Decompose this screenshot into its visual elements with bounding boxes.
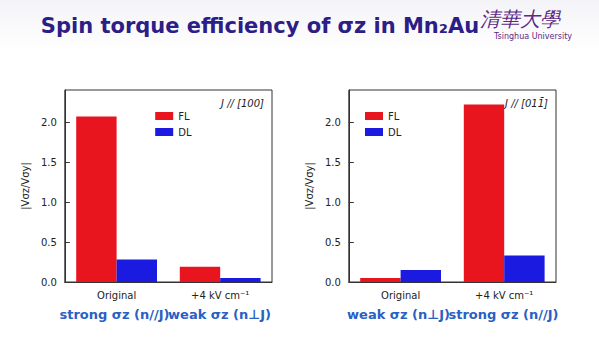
- svg-text:1.0: 1.0: [41, 197, 57, 208]
- svg-text:FL: FL: [178, 111, 190, 122]
- svg-text:2.0: 2.0: [41, 117, 57, 128]
- svg-text:FL: FL: [388, 111, 400, 122]
- svg-text:|Vσz/Vσy|: |Vσz/Vσy|: [304, 162, 316, 210]
- svg-text:0.5: 0.5: [41, 237, 57, 248]
- svg-text:1.0: 1.0: [325, 197, 341, 208]
- svg-text:0.0: 0.0: [325, 277, 341, 288]
- svg-text:+4 kV cm⁻¹: +4 kV cm⁻¹: [475, 290, 533, 301]
- svg-text:Original: Original: [97, 290, 136, 301]
- html-text:weak σz (n⊥J) strong σz (n//J): weak σz (n⊥J) strong σz (n//J): [347, 307, 559, 322]
- svg-text:1.5: 1.5: [41, 157, 57, 168]
- svg-text:Original: Original: [381, 290, 420, 301]
- svg-text:DL: DL: [178, 127, 192, 138]
- svg-text:J // [011̄]: J // [011̄]: [503, 97, 548, 109]
- svg-text:2.0: 2.0: [325, 117, 341, 128]
- html-text:strong σz (n//J) weak σz (n⊥J): strong σz (n//J) weak σz (n⊥J): [59, 307, 271, 322]
- svg-text:+4 kV cm⁻¹: +4 kV cm⁻¹: [191, 290, 249, 301]
- svg-text:J // [100]: J // [100]: [219, 98, 264, 109]
- svg-text:1.5: 1.5: [325, 157, 341, 168]
- html-text:Spin torque efficiency of σz i: Spin torque efficiency of σz in Mn₂Au清華大…: [40, 7, 560, 38]
- html-text:Tsinghua University: Tsinghua University: [494, 32, 572, 41]
- svg-text:0.0: 0.0: [41, 277, 57, 288]
- svg-text:|Vσz/Vσy|: |Vσz/Vσy|: [20, 162, 32, 210]
- svg-text:0.5: 0.5: [325, 237, 341, 248]
- svg-text:DL: DL: [388, 127, 402, 138]
